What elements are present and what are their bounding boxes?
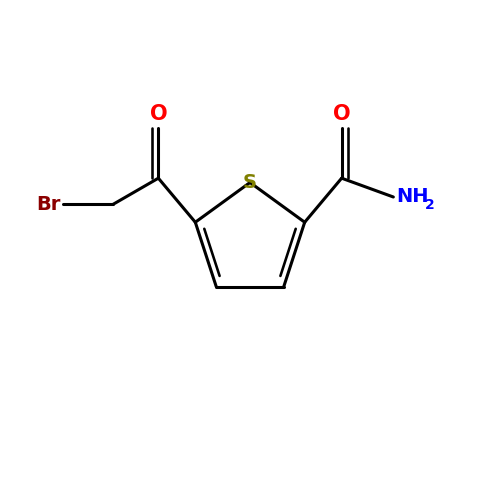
Text: Br: Br	[36, 195, 60, 214]
Text: 2: 2	[425, 198, 434, 212]
Text: O: O	[333, 104, 350, 124]
Text: O: O	[150, 104, 167, 124]
Text: NH: NH	[396, 188, 428, 206]
Text: S: S	[243, 173, 257, 192]
